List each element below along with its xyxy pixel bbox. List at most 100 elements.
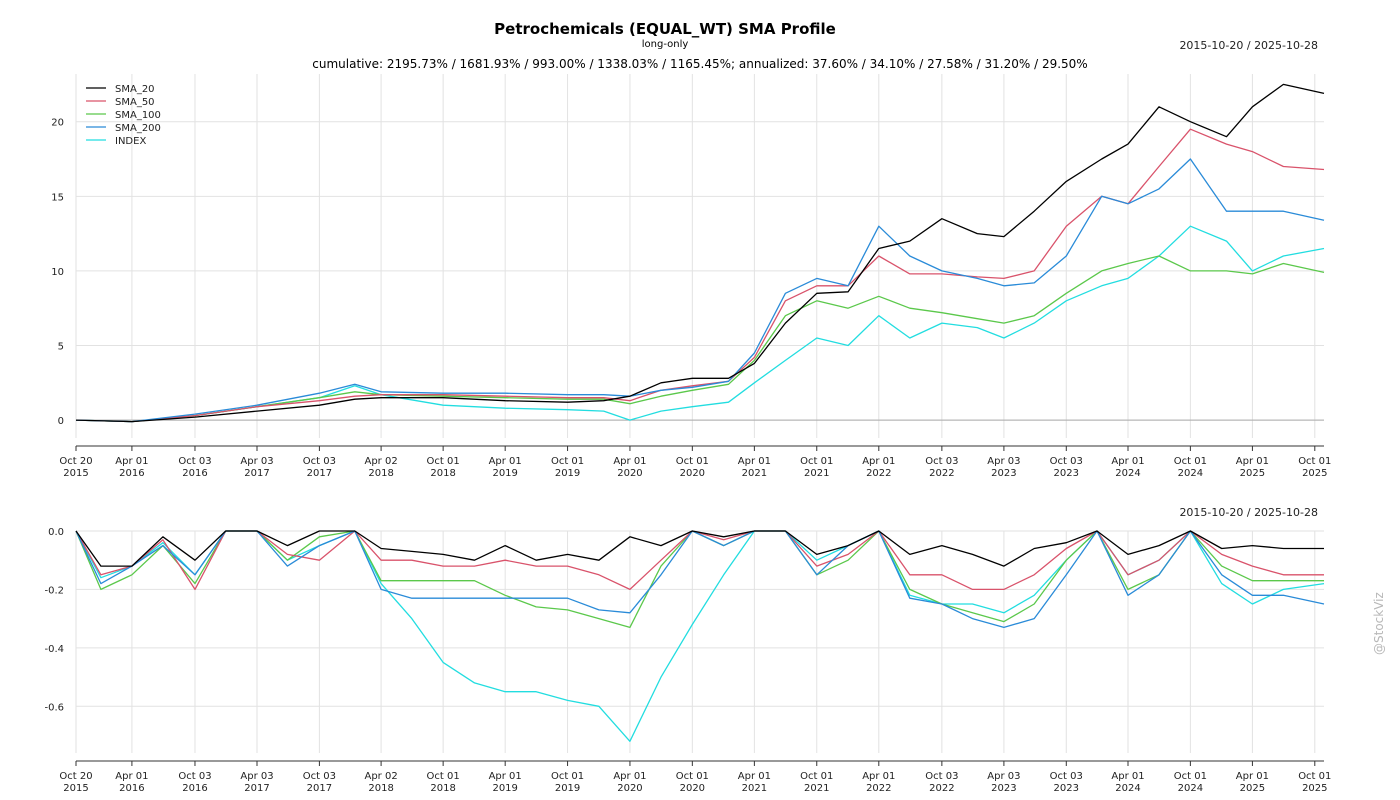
x-tick-label-year: 2018 — [368, 468, 393, 479]
x-tick-label-year: 2016 — [182, 783, 207, 794]
x-tick-label-year: 2023 — [991, 783, 1016, 794]
x-tick-label-year: 2020 — [617, 783, 642, 794]
x-tick-label: Apr 03 — [240, 771, 273, 782]
x-tick-label: Oct 01 — [676, 456, 709, 467]
x-tick-label-year: 2019 — [555, 783, 580, 794]
x-tick-label-year: 2017 — [307, 783, 332, 794]
x-tick-label: Apr 01 — [489, 456, 522, 467]
x-tick-label: Apr 01 — [738, 456, 771, 467]
legend-entry: SMA_200 — [115, 123, 161, 134]
x-tick-label: Apr 03 — [987, 771, 1020, 782]
legend-entry: INDEX — [115, 136, 146, 147]
x-tick-label-year: 2016 — [119, 783, 144, 794]
x-tick-label-year: 2021 — [742, 783, 767, 794]
x-tick-label: Apr 01 — [1236, 456, 1269, 467]
series-line-sma-20 — [75, 83, 1325, 423]
x-tick-label-year: 2018 — [430, 468, 455, 479]
x-tick-label: Oct 01 — [551, 456, 584, 467]
x-tick-label-year: 2024 — [1178, 783, 1203, 794]
x-tick-label: Oct 03 — [303, 771, 336, 782]
x-tick-label: Oct 01 — [800, 456, 833, 467]
x-tick-label: Apr 02 — [364, 771, 397, 782]
y-tick-label: -0.6 — [44, 702, 64, 713]
x-tick-label: Oct 01 — [427, 456, 460, 467]
y-tick-label: -0.2 — [44, 585, 64, 596]
x-tick-label: Apr 01 — [862, 456, 895, 467]
x-tick-label-year: 2022 — [866, 783, 891, 794]
date-range-bottom: 2015-10-20 / 2025-10-28 — [1179, 506, 1318, 519]
legend-entry: SMA_50 — [115, 97, 155, 108]
x-tick-label-year: 2025 — [1240, 468, 1265, 479]
x-tick-label-year: 2019 — [555, 468, 580, 479]
x-tick-label-year: 2015 — [63, 783, 88, 794]
y-tick-label: 20 — [51, 118, 64, 129]
y-tick-label: 5 — [58, 342, 64, 353]
x-tick-label-year: 2024 — [1115, 783, 1140, 794]
x-tick-label-year: 2023 — [991, 468, 1016, 479]
x-tick-label: Oct 03 — [178, 771, 211, 782]
y-tick-label: 10 — [51, 267, 64, 278]
x-tick-label: Oct 03 — [1050, 456, 1083, 467]
series-line-index — [75, 225, 1325, 423]
x-tick-label: Apr 01 — [115, 771, 148, 782]
x-tick-label-year: 2015 — [63, 468, 88, 479]
x-tick-label: Oct 01 — [1174, 771, 1207, 782]
x-tick-label-year: 2024 — [1115, 468, 1140, 479]
series-line-sma-20 — [75, 530, 1324, 567]
x-tick-label-year: 2017 — [244, 783, 269, 794]
x-tick-label-year: 2020 — [680, 783, 705, 794]
x-tick-label-year: 2018 — [430, 783, 455, 794]
x-tick-label-year: 2017 — [307, 468, 332, 479]
x-tick-label-year: 2023 — [1054, 783, 1079, 794]
x-tick-label: Apr 01 — [613, 456, 646, 467]
x-tick-label: Oct 20 — [59, 771, 92, 782]
x-tick-label-year: 2019 — [492, 468, 517, 479]
x-tick-label: Oct 03 — [178, 456, 211, 467]
x-tick-label-year: 2017 — [244, 468, 269, 479]
x-tick-label-year: 2025 — [1302, 783, 1327, 794]
y-tick-label: -0.4 — [44, 644, 64, 655]
date-range-top: 2015-10-20 / 2025-10-28 — [1179, 39, 1318, 52]
y-tick-label: 0 — [58, 416, 64, 427]
x-tick-label: Apr 01 — [1111, 456, 1144, 467]
series-line-index — [75, 530, 1325, 742]
x-tick-label-year: 2024 — [1178, 468, 1203, 479]
x-tick-label-year: 2023 — [1054, 468, 1079, 479]
x-tick-label: Oct 01 — [676, 771, 709, 782]
x-tick-label: Apr 01 — [489, 771, 522, 782]
x-tick-label: Oct 03 — [303, 456, 336, 467]
x-tick-label-year: 2019 — [492, 783, 517, 794]
x-tick-label: Oct 01 — [800, 771, 833, 782]
x-tick-label: Apr 01 — [1236, 771, 1269, 782]
x-tick-label: Apr 03 — [987, 456, 1020, 467]
x-tick-label: Oct 20 — [59, 456, 92, 467]
x-tick-label: Oct 01 — [1298, 456, 1331, 467]
cumulative-stats: cumulative: 2195.73% / 1681.93% / 993.00… — [312, 57, 1088, 71]
x-tick-label-year: 2022 — [929, 468, 954, 479]
x-tick-label: Apr 02 — [364, 456, 397, 467]
x-tick-label: Oct 03 — [925, 456, 958, 467]
y-tick-label: 15 — [51, 192, 64, 203]
x-tick-label: Oct 01 — [427, 771, 460, 782]
x-tick-label-year: 2021 — [804, 468, 829, 479]
x-tick-label: Apr 01 — [738, 771, 771, 782]
y-tick-label: 0.0 — [48, 527, 64, 538]
x-tick-label: Oct 03 — [925, 771, 958, 782]
x-tick-label-year: 2020 — [680, 468, 705, 479]
legend-entry: SMA_100 — [115, 110, 161, 121]
x-tick-label-year: 2022 — [929, 783, 954, 794]
series-line-sma-50 — [75, 128, 1325, 423]
x-tick-label-year: 2020 — [617, 468, 642, 479]
page-title: Petrochemicals (EQUAL_WT) SMA Profile — [494, 20, 836, 38]
x-tick-label-year: 2025 — [1240, 783, 1265, 794]
x-tick-label-year: 2016 — [119, 468, 144, 479]
x-tick-label-year: 2025 — [1302, 468, 1327, 479]
x-tick-label-year: 2016 — [182, 468, 207, 479]
x-tick-label: Apr 01 — [115, 456, 148, 467]
page-subtitle: long-only — [641, 39, 689, 50]
x-tick-label-year: 2021 — [742, 468, 767, 479]
x-tick-label: Apr 01 — [613, 771, 646, 782]
x-tick-label-year: 2022 — [866, 468, 891, 479]
